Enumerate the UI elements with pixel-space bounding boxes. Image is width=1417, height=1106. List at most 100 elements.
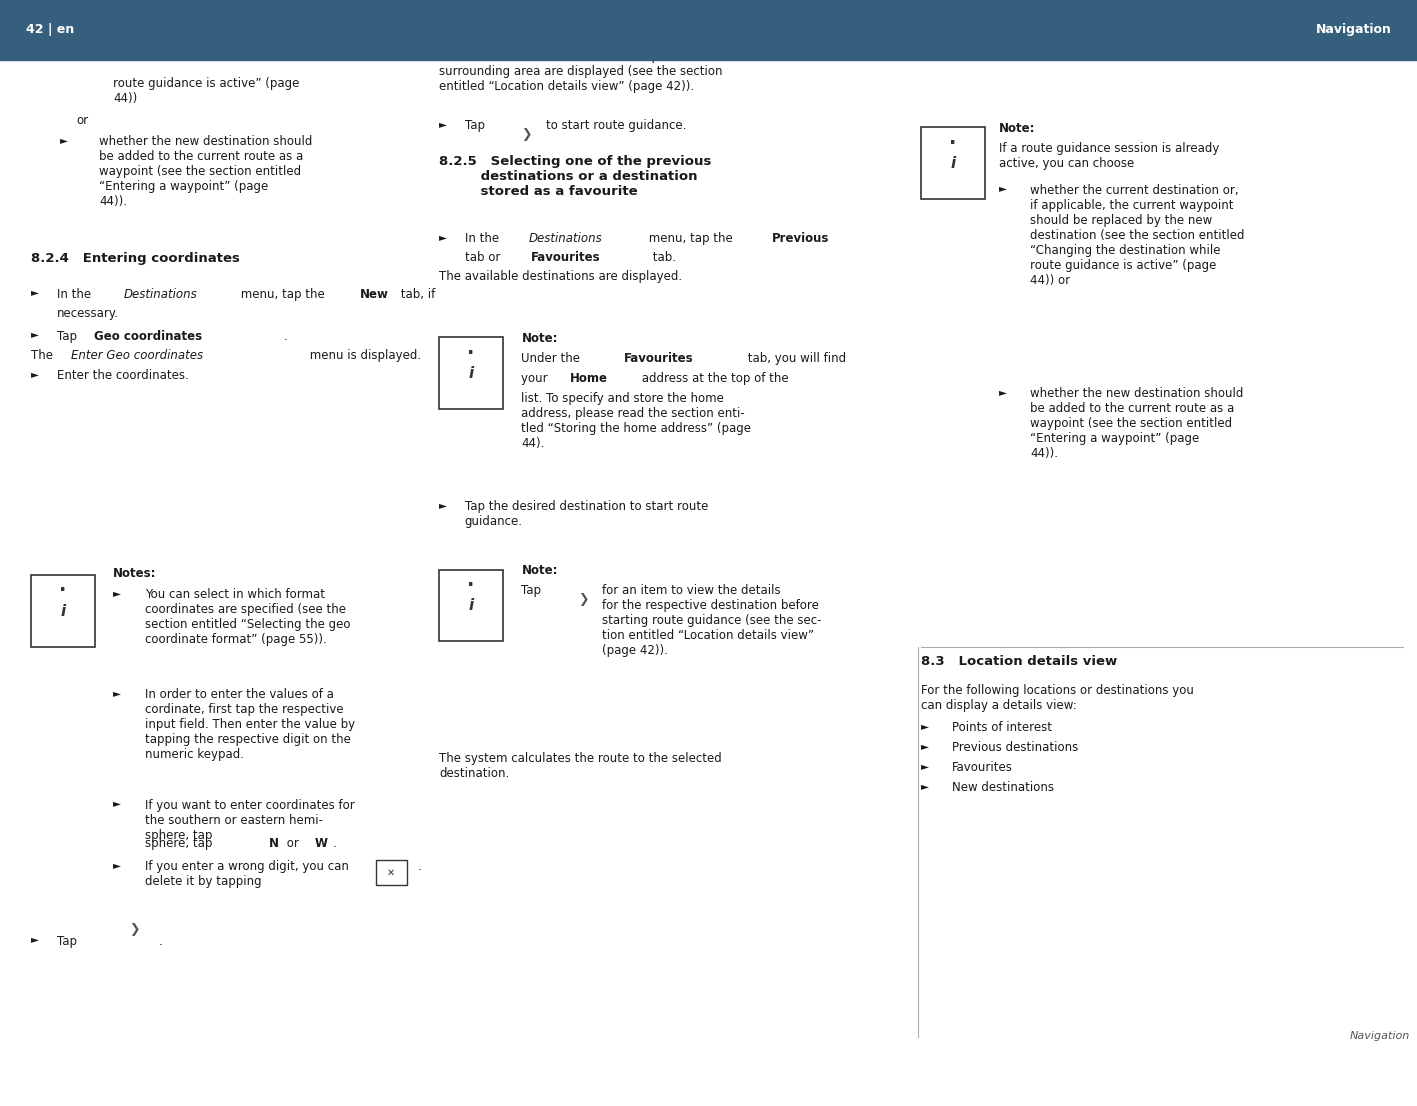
Text: or: or	[77, 114, 89, 127]
Text: The system calculates the route to the selected
destination.: The system calculates the route to the s…	[439, 752, 723, 780]
Text: tab.: tab.	[649, 251, 676, 264]
Text: Tap: Tap	[57, 935, 77, 948]
Text: 8.3   Location details view: 8.3 Location details view	[921, 655, 1117, 668]
Text: list. To specify and store the home
address, please read the section enti-
tled : list. To specify and store the home addr…	[521, 392, 751, 449]
Text: Geo coordinates: Geo coordinates	[94, 330, 201, 343]
Text: for an item to view the details
for the respective destination before
starting r: for an item to view the details for the …	[602, 584, 822, 657]
Text: ✕: ✕	[387, 867, 395, 878]
Text: ►: ►	[921, 761, 930, 771]
Text: whether the new destination should
be added to the current route as a
waypoint (: whether the new destination should be ad…	[99, 135, 313, 208]
Text: ►: ►	[113, 799, 122, 808]
Text: Navigation: Navigation	[1349, 1031, 1410, 1041]
Text: For the following locations or destinations you
can display a details view:: For the following locations or destinati…	[921, 684, 1195, 711]
Text: In the: In the	[57, 288, 95, 301]
Text: ►: ►	[921, 781, 930, 791]
Text: i: i	[469, 366, 473, 380]
Text: ·: ·	[949, 134, 956, 153]
Text: whether the new destination should
be added to the current route as a
waypoint (: whether the new destination should be ad…	[1030, 387, 1244, 460]
Text: New destinations: New destinations	[952, 781, 1054, 794]
Text: Destinations: Destinations	[123, 288, 197, 301]
Text: If you want to enter coordinates for
the southern or eastern hemi-
sphere, tap: If you want to enter coordinates for the…	[145, 799, 354, 842]
Text: The: The	[31, 349, 57, 363]
Text: .: .	[159, 935, 163, 948]
Text: address at the top of the: address at the top of the	[638, 372, 788, 385]
Text: ►: ►	[999, 387, 1007, 397]
Text: .: .	[283, 330, 288, 343]
Text: Tap: Tap	[465, 119, 485, 133]
Text: Details about the location and a map of the
surrounding area are displayed (see : Details about the location and a map of …	[439, 50, 723, 93]
Text: Tap: Tap	[521, 584, 541, 597]
Text: or: or	[283, 837, 303, 851]
Text: If you enter a wrong digit, you can
delete it by tapping: If you enter a wrong digit, you can dele…	[145, 860, 349, 888]
Text: Notes:: Notes:	[113, 567, 157, 581]
Text: .: .	[418, 860, 422, 874]
Text: menu is displayed.: menu is displayed.	[306, 349, 421, 363]
Text: 8.2.4   Entering coordinates: 8.2.4 Entering coordinates	[31, 252, 239, 265]
Text: ►: ►	[113, 860, 122, 870]
Text: ►: ►	[31, 288, 40, 298]
Text: ·: ·	[468, 344, 475, 363]
Text: Navigation: Navigation	[1315, 23, 1391, 36]
Text: necessary.: necessary.	[57, 307, 119, 321]
Text: Tap: Tap	[57, 330, 81, 343]
FancyBboxPatch shape	[31, 575, 95, 647]
Text: Note:: Note:	[999, 122, 1036, 135]
Text: ►: ►	[31, 935, 40, 945]
FancyBboxPatch shape	[921, 127, 985, 199]
Bar	[0, 0, 1417, 60]
Text: ►: ►	[113, 588, 122, 598]
Text: 8.2.5   Selecting one of the previous
         destinations or a destination
   : 8.2.5 Selecting one of the previous dest…	[439, 155, 711, 198]
Text: ►: ►	[921, 741, 930, 751]
Text: ❯: ❯	[521, 128, 531, 142]
Text: Favourites: Favourites	[623, 352, 693, 365]
Text: your: your	[521, 372, 551, 385]
Text: ❯: ❯	[129, 922, 140, 936]
Text: ►: ►	[31, 369, 40, 379]
Text: route guidance is active” (page
44)): route guidance is active” (page 44))	[113, 77, 300, 105]
Text: ►: ►	[439, 119, 448, 129]
FancyBboxPatch shape	[376, 860, 407, 885]
Text: W: W	[315, 837, 327, 851]
Text: Destinations: Destinations	[529, 232, 602, 246]
Text: Enter Geo coordinates: Enter Geo coordinates	[71, 349, 203, 363]
Text: i: i	[61, 604, 65, 618]
Text: New: New	[360, 288, 388, 301]
Text: ►: ►	[113, 688, 122, 698]
Text: tab, you will find: tab, you will find	[744, 352, 846, 365]
Text: Enter the coordinates.: Enter the coordinates.	[57, 369, 188, 383]
Text: In the: In the	[465, 232, 503, 246]
Text: Note:: Note:	[521, 564, 558, 577]
Text: ►: ►	[31, 330, 40, 340]
FancyBboxPatch shape	[439, 337, 503, 409]
Text: menu, tap the: menu, tap the	[237, 288, 329, 301]
Text: ►: ►	[439, 232, 448, 242]
Text: Points of interest: Points of interest	[952, 721, 1053, 734]
Text: The available destinations are displayed.: The available destinations are displayed…	[439, 270, 683, 283]
Text: ►: ►	[921, 721, 930, 731]
Text: Favourites: Favourites	[531, 251, 601, 264]
Text: Favourites: Favourites	[952, 761, 1013, 774]
Text: N: N	[269, 837, 279, 851]
Text: Under the: Under the	[521, 352, 584, 365]
Text: Previous: Previous	[772, 232, 829, 246]
Text: ·: ·	[468, 576, 475, 595]
Text: Note:: Note:	[521, 332, 558, 345]
Text: ·: ·	[60, 582, 67, 601]
Text: ►: ►	[999, 184, 1007, 194]
Text: .: .	[333, 837, 337, 851]
Text: whether the current destination or,
if applicable, the current waypoint
should b: whether the current destination or, if a…	[1030, 184, 1244, 286]
Text: Home: Home	[570, 372, 608, 385]
Text: In order to enter the values of a
cordinate, first tap the respective
input fiel: In order to enter the values of a cordin…	[145, 688, 354, 761]
Text: ►: ►	[60, 135, 68, 145]
Text: ❯: ❯	[578, 593, 588, 606]
Text: Previous destinations: Previous destinations	[952, 741, 1078, 754]
Text: sphere, tap: sphere, tap	[145, 837, 215, 851]
Text: You can select in which format
coordinates are specified (see the
section entitl: You can select in which format coordinat…	[145, 588, 350, 646]
Text: menu, tap the: menu, tap the	[645, 232, 737, 246]
Text: i: i	[951, 156, 955, 170]
FancyBboxPatch shape	[439, 570, 503, 641]
Text: If a route guidance session is already
active, you can choose: If a route guidance session is already a…	[999, 142, 1220, 169]
Text: Tap the desired destination to start route
guidance.: Tap the desired destination to start rou…	[465, 500, 708, 528]
Text: 42 | en: 42 | en	[26, 23, 74, 36]
Text: tab, if: tab, if	[397, 288, 435, 301]
